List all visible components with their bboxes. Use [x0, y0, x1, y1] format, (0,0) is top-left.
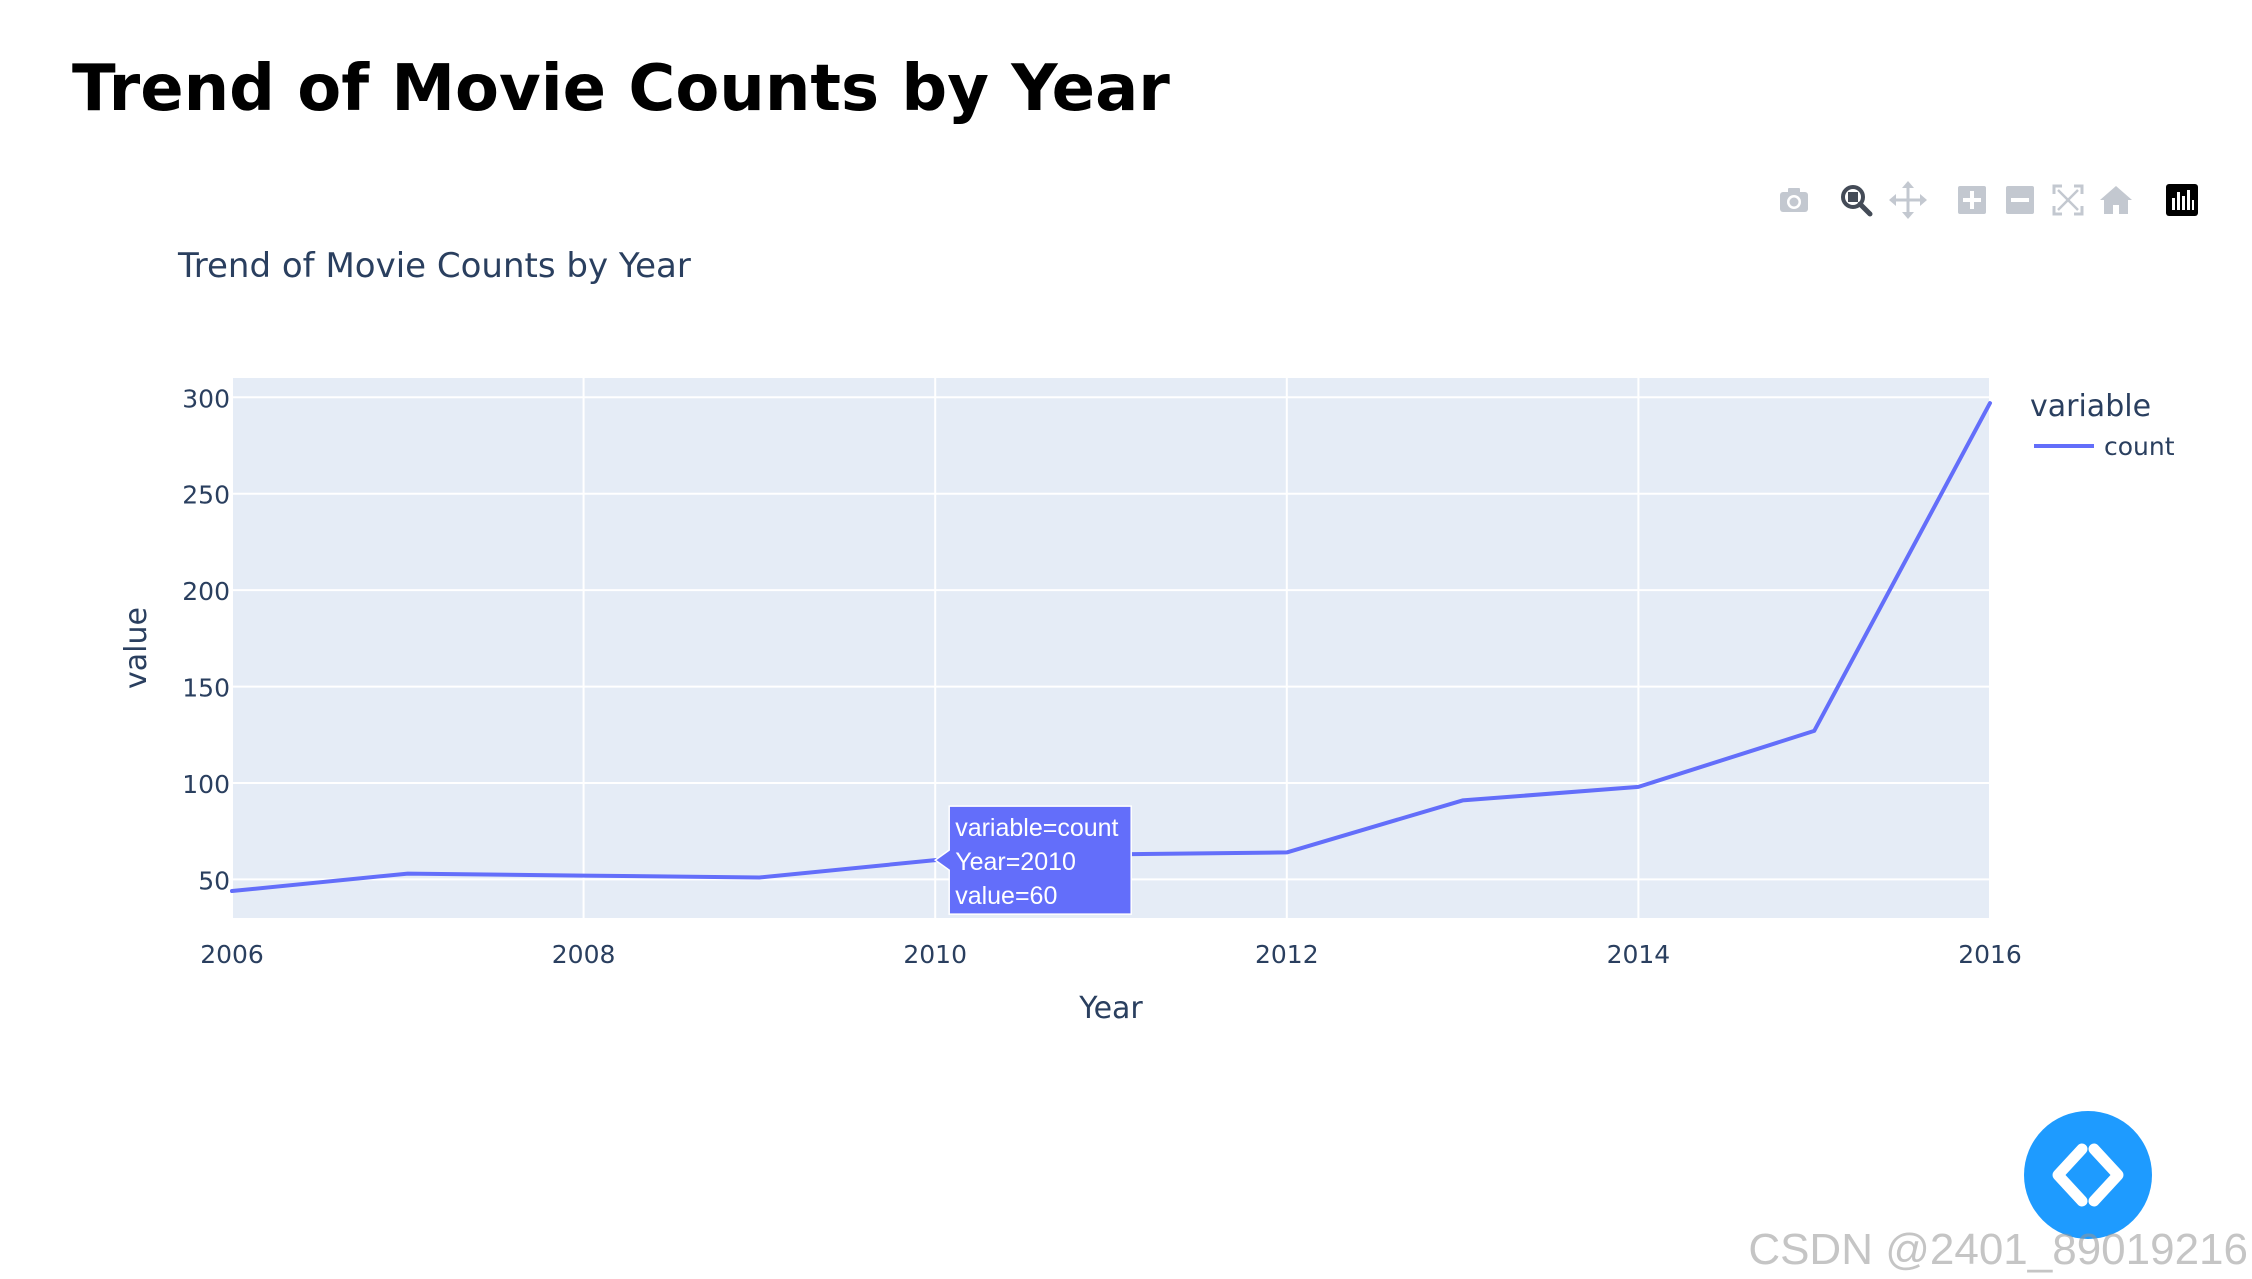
zoom-icon: [1841, 185, 1873, 217]
data-point[interactable]: [1809, 726, 1819, 736]
x-tick-label: 2008: [552, 940, 616, 969]
tooltip-line: value=60: [955, 882, 1057, 910]
camera-button[interactable]: [1772, 178, 1816, 222]
x-tick-label: 2014: [1607, 940, 1671, 969]
pan-button[interactable]: [1886, 178, 1930, 222]
x-tick-label: 2010: [903, 940, 967, 969]
tooltip-line: variable=count: [955, 814, 1118, 842]
legend-entry: count: [2104, 432, 2175, 461]
watermark: CSDN @2401_89019216: [1748, 1225, 2248, 1274]
y-tick-label: 100: [182, 770, 230, 799]
x-tick-label: 2006: [200, 940, 264, 969]
data-point[interactable]: [227, 886, 237, 896]
y-axis-title: value: [119, 607, 154, 689]
zoom-in-icon: [1958, 186, 1986, 214]
reset-axes-icon: [2100, 186, 2132, 214]
data-point[interactable]: [1985, 398, 1995, 408]
zoom-out-icon: [2006, 186, 2034, 214]
data-point[interactable]: [403, 869, 413, 879]
data-point[interactable]: [754, 873, 764, 883]
y-tick-label: 300: [182, 384, 230, 413]
data-point[interactable]: [579, 871, 589, 881]
code-brackets-icon: [2052, 1143, 2124, 1207]
chart-title: Trend of Movie Counts by Year: [177, 246, 691, 286]
x-tick-label: 2012: [1255, 940, 1319, 969]
plotly-logo-icon: [2166, 184, 2198, 216]
legend-title: variable: [2030, 389, 2151, 424]
data-point[interactable]: [1633, 782, 1643, 792]
page-title: Trend of Movie Counts by Year: [72, 52, 1170, 126]
camera-icon: [1780, 188, 1808, 212]
zoom-out-button[interactable]: [1998, 178, 2042, 222]
reset-axes-button[interactable]: [2094, 178, 2138, 222]
tooltip-line: Year=2010: [955, 848, 1076, 876]
hover-tooltip: variable=count Year=2010 value=60: [933, 805, 1132, 915]
data-point[interactable]: [1458, 795, 1468, 805]
y-tick-label: 50: [198, 866, 230, 895]
zoom-button[interactable]: [1834, 178, 1878, 222]
tooltip-box: [933, 805, 1132, 915]
zoom-in-button[interactable]: [1950, 178, 1994, 222]
data-point[interactable]: [1282, 847, 1292, 857]
autoscale-button[interactable]: [2046, 178, 2090, 222]
y-tick-label: 150: [182, 674, 230, 703]
plotly-logo-button[interactable]: [2160, 178, 2204, 222]
pan-icon: [1889, 181, 1927, 219]
autoscale-icon: [2052, 184, 2084, 216]
x-tick-label: 2016: [1958, 940, 2022, 969]
x-axis-title: Year: [1078, 991, 1143, 1026]
modebar-toolbar: [1772, 178, 2204, 226]
y-tick-label: 250: [182, 481, 230, 510]
code-toggle-button[interactable]: [2024, 1111, 2152, 1239]
y-tick-label: 200: [182, 577, 230, 606]
